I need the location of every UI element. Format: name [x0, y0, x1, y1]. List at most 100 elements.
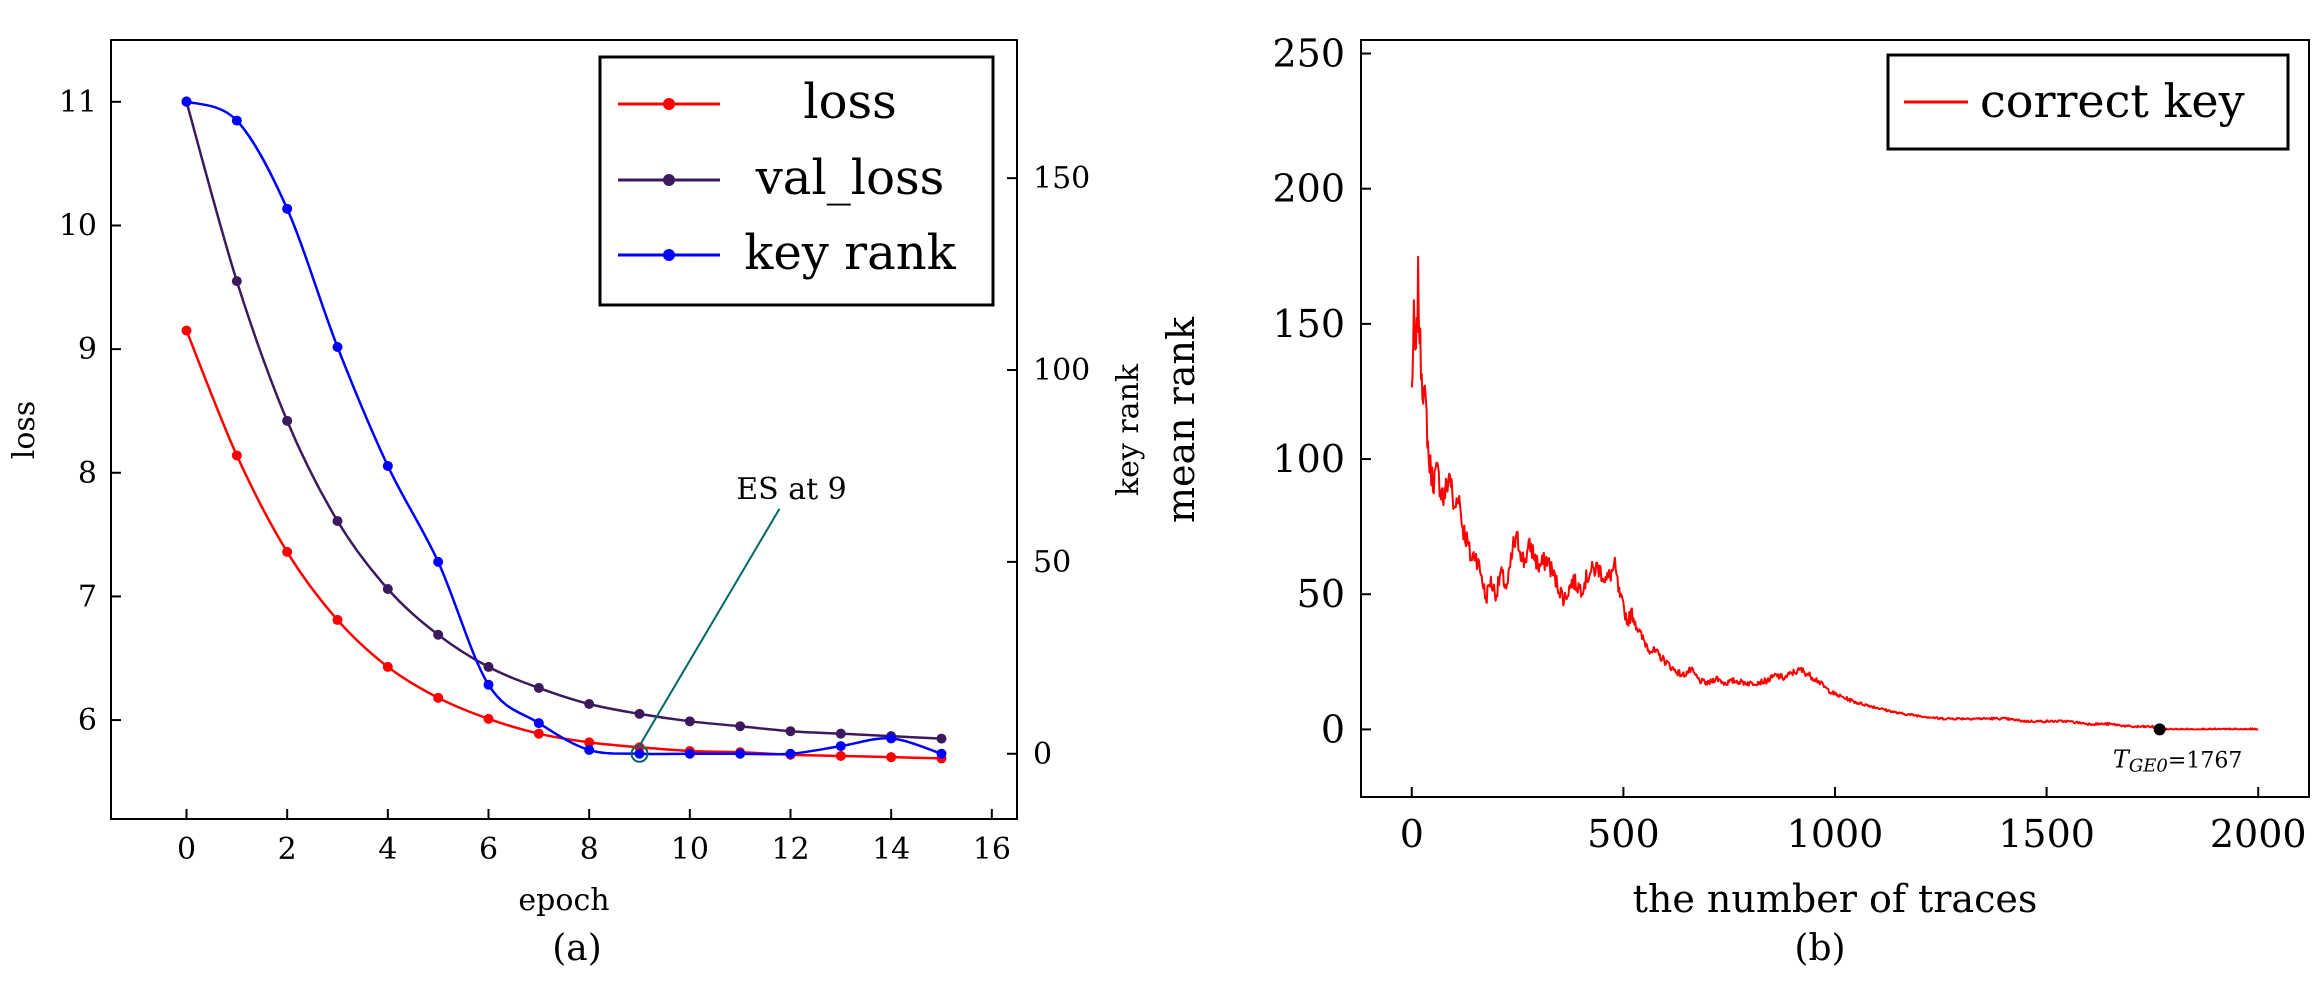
x-tick-label: 2	[278, 832, 297, 867]
chart-b-legend: correct key	[1886, 53, 2290, 151]
y-tick-label: 10	[59, 208, 97, 243]
marker-label-rest: =1767	[2168, 748, 2242, 773]
data-point-key-rank	[181, 96, 192, 107]
y2-tick-label: 50	[1033, 545, 1071, 580]
data-point-key-rank	[785, 748, 796, 759]
chart-a-annotation: ES at 9	[630, 472, 847, 763]
chart-b-xlabel: the number of traces	[1633, 877, 2038, 921]
chart-b: 0 500 1000 1500 2000 0 50 100 150 200 250 TGE0=17…	[1159, 32, 2310, 969]
data-point-loss	[282, 546, 293, 557]
annotation-label: ES at 9	[736, 472, 847, 507]
chart-a-ylabel: loss	[7, 401, 42, 459]
x-tick-label: 10	[671, 832, 709, 867]
y-tick-label: 250	[1272, 32, 1345, 76]
data-point-loss	[483, 713, 494, 724]
x-tick-label: 6	[479, 832, 498, 867]
y-tick-label: 8	[78, 456, 97, 491]
y-tick-label: 200	[1272, 167, 1345, 211]
series-line-loss	[185, 330, 942, 760]
y2-tick-label: 0	[1033, 737, 1052, 772]
y-tick-label: 9	[78, 332, 97, 367]
data-point-loss	[584, 737, 595, 748]
y-tick-label: 0	[1321, 707, 1345, 751]
data-point-key-rank	[735, 748, 746, 759]
data-point-key-rank	[433, 556, 444, 567]
data-point-val-loss	[684, 716, 695, 727]
data-point-loss	[433, 692, 444, 703]
x-tick-label: 4	[378, 832, 397, 867]
y2-tick-label: 150	[1033, 161, 1090, 196]
chart-a: 0 2 4 6 8 10 12 14 16 6 7 8 9 10 11 0 50 100 150 ES at 9…	[7, 39, 1146, 969]
chart-a-legend: loss val_loss key rank	[598, 55, 995, 307]
series-line-correct-key	[1410, 255, 2259, 731]
y-tick-label: 150	[1272, 302, 1345, 346]
y-tick-label: 6	[78, 703, 97, 738]
x-tick-label: 1500	[1998, 812, 2095, 856]
legend-marker-loss	[663, 98, 675, 110]
data-point-val-loss	[785, 726, 796, 737]
y-tick-label: 7	[78, 579, 97, 614]
data-point-key-rank	[584, 744, 595, 755]
chart-b-frame	[1360, 39, 2310, 798]
data-point-val-loss	[533, 682, 544, 693]
y-tick-label: 100	[1272, 437, 1345, 481]
x-tick-label: 0	[1400, 812, 1424, 856]
x-tick-label: 12	[771, 832, 809, 867]
chart-a-x-ticks: 0 2 4 6 8 10 12 14 16	[177, 809, 1011, 867]
marker-label-sub: GE0	[2129, 755, 2168, 776]
data-point-key-rank	[231, 115, 242, 126]
annotation-pointer	[638, 508, 781, 747]
data-point-loss	[886, 752, 897, 763]
chart-a-y2label: key rank	[1111, 363, 1146, 496]
y2-tick-label: 100	[1033, 353, 1090, 388]
data-point-key-rank	[835, 741, 846, 752]
series-line-val-loss	[185, 101, 942, 740]
data-point-val-loss	[483, 661, 494, 672]
marker-point	[2153, 723, 2166, 736]
chart-b-caption: (b)	[1794, 928, 1845, 969]
y-tick-label: 50	[1297, 572, 1345, 616]
chart-a-y-ticks: 6 7 8 9 10 11	[59, 85, 121, 738]
x-tick-label: 1000	[1787, 812, 1884, 856]
data-point-val-loss	[332, 516, 343, 527]
data-point-val-loss	[584, 699, 595, 710]
y-tick-label: 11	[59, 85, 97, 120]
data-point-val-loss	[382, 584, 393, 595]
data-point-key-rank	[332, 341, 343, 352]
data-point-val-loss	[634, 708, 645, 719]
chart-a-y2-ticks: 0 50 100 150	[1007, 161, 1090, 772]
legend-marker-val-loss	[663, 174, 675, 186]
legend-label-key-rank: key rank	[744, 225, 956, 281]
chart-a-series	[181, 96, 947, 764]
data-point-val-loss	[231, 276, 242, 287]
data-point-loss	[332, 614, 343, 625]
data-point-key-rank	[886, 733, 897, 744]
x-tick-label: 16	[973, 832, 1011, 867]
data-point-val-loss	[835, 728, 846, 739]
x-tick-label: 500	[1587, 812, 1660, 856]
x-tick-label: 8	[580, 832, 599, 867]
data-point-key-rank	[483, 679, 494, 690]
data-point-loss	[382, 661, 393, 672]
data-point-key-rank	[382, 460, 393, 471]
legend-entry-key-rank: key rank	[618, 225, 957, 281]
chart-b-marker: TGE0=1767	[2113, 723, 2242, 776]
legend-label-loss: loss	[803, 74, 897, 130]
chart-b-series	[1410, 255, 2259, 731]
data-point-val-loss	[936, 733, 947, 744]
legend-label-val-loss: val_loss	[755, 150, 945, 206]
data-point-loss	[181, 325, 192, 336]
x-tick-label: 0	[177, 832, 196, 867]
chart-a-xlabel: epoch	[518, 883, 609, 918]
data-point-key-rank	[936, 748, 947, 759]
chart-a-caption: (a)	[552, 928, 602, 969]
x-tick-label: 14	[872, 832, 910, 867]
data-point-val-loss	[282, 415, 293, 426]
chart-b-ylabel: mean rank	[1159, 316, 1203, 523]
data-point-key-rank	[634, 748, 645, 759]
chart-a-frame	[110, 39, 1018, 820]
legend-label-correct-key: correct key	[1980, 74, 2245, 128]
marker-label-base: T	[2113, 745, 2131, 773]
data-point-key-rank	[684, 748, 695, 759]
